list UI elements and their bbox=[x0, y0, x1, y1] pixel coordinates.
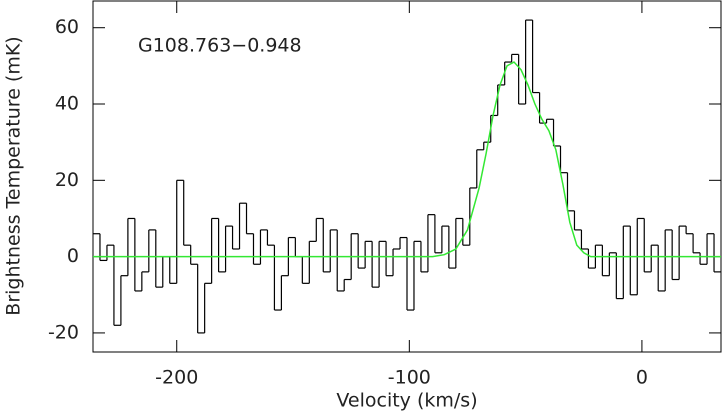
x-tick-label: -100 bbox=[388, 367, 431, 389]
plot-frame bbox=[92, 0, 722, 353]
y-tick-label: 20 bbox=[55, 169, 79, 191]
x-tick-label: -200 bbox=[155, 367, 198, 389]
y-tick-label: 40 bbox=[55, 93, 79, 115]
y-tick-label: -20 bbox=[48, 321, 79, 343]
y-axis-label: Brightness Temperature (mK) bbox=[3, 36, 25, 315]
fit-line bbox=[93, 61, 721, 258]
x-axis-label: Velocity (km/s) bbox=[336, 390, 477, 412]
y-tick-label: 60 bbox=[55, 16, 79, 38]
x-tick-label: 0 bbox=[636, 367, 648, 389]
y-tick-label: 0 bbox=[67, 245, 79, 267]
annotation: G108.763−0.948 bbox=[138, 35, 302, 57]
